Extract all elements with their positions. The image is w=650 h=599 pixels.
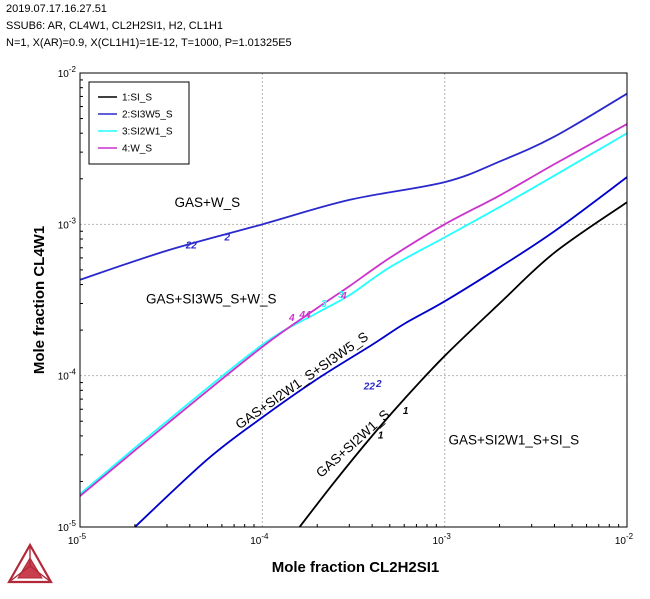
curve-number-label: 2 (223, 233, 230, 244)
axis-ticks: 10-5 10-4 10-3 10-2 10-5 10-4 10-3 10-2 (58, 65, 634, 547)
y-tick-label: 10-4 (58, 368, 77, 383)
curve-number-label: 22 (185, 241, 198, 252)
curve-number-label: 3 (321, 299, 327, 310)
curve-number-label: 3 (338, 290, 344, 301)
y-tick-label: 10-5 (58, 519, 77, 534)
thermo-calc-logo-icon (7, 542, 53, 584)
region-label: GAS+SI2W1_S (313, 407, 392, 481)
curve-number-label: 1 (403, 406, 409, 417)
region-label: GAS+SI3W5_S+W_S (146, 291, 277, 306)
series-line-2 (134, 176, 628, 528)
curve-number-label: 22 (363, 382, 376, 393)
region-label: GAS+SI2W1_S+SI_S (449, 433, 580, 448)
curve-number-label: 44 (299, 310, 312, 321)
y-tick-label: 10-2 (58, 65, 77, 80)
plot-frame (79, 72, 628, 528)
region-label: GAS+W_S (175, 195, 241, 210)
series-line-4 (79, 123, 628, 497)
header-conditions: N=1, X(AR)=0.9, X(CL1H1)=1E-12, T=1000, … (6, 37, 292, 49)
header-timestamp: 2019.07.17.16.27.51 (6, 3, 107, 15)
region-label: GAS+SI2W1_S+SI3W5_S (233, 329, 371, 432)
x-tick-label: 10-2 (615, 532, 634, 547)
legend-entry: 2:SI3W5_S (122, 110, 173, 121)
x-tick-label: 10-4 (250, 532, 269, 547)
x-axis-title: Mole fraction CL2H2SI1 (272, 559, 440, 576)
legend: 1:SI_S 2:SI3W5_S 3:SI2W1_S 4:W_S (88, 81, 190, 165)
y-axis-title: Mole fraction CL4W1 (31, 226, 48, 374)
series-line-3 (79, 132, 628, 495)
x-tick-label: 10-5 (68, 532, 87, 547)
curve-number-label: 4 (288, 313, 295, 324)
series-line-0 (298, 201, 628, 528)
legend-entry: 4:W_S (122, 144, 152, 155)
legend-box (88, 81, 190, 165)
legend-entry: 3:SI2W1_S (122, 127, 173, 138)
curve-number-label: 2 (375, 379, 382, 390)
x-tick-label: 10-3 (433, 532, 452, 547)
curves (79, 92, 628, 528)
curve-number-label: 1 (378, 430, 384, 441)
series-line-1 (79, 92, 628, 281)
curve-number-label: 4 (340, 291, 347, 302)
grid (80, 73, 627, 527)
y-tick-label: 10-3 (58, 216, 77, 231)
header-system-species: SSUB6: AR, CL4W1, CL2H2SI1, H2, CL1H1 (6, 20, 224, 32)
legend-entry: 1:SI_S (122, 93, 152, 104)
